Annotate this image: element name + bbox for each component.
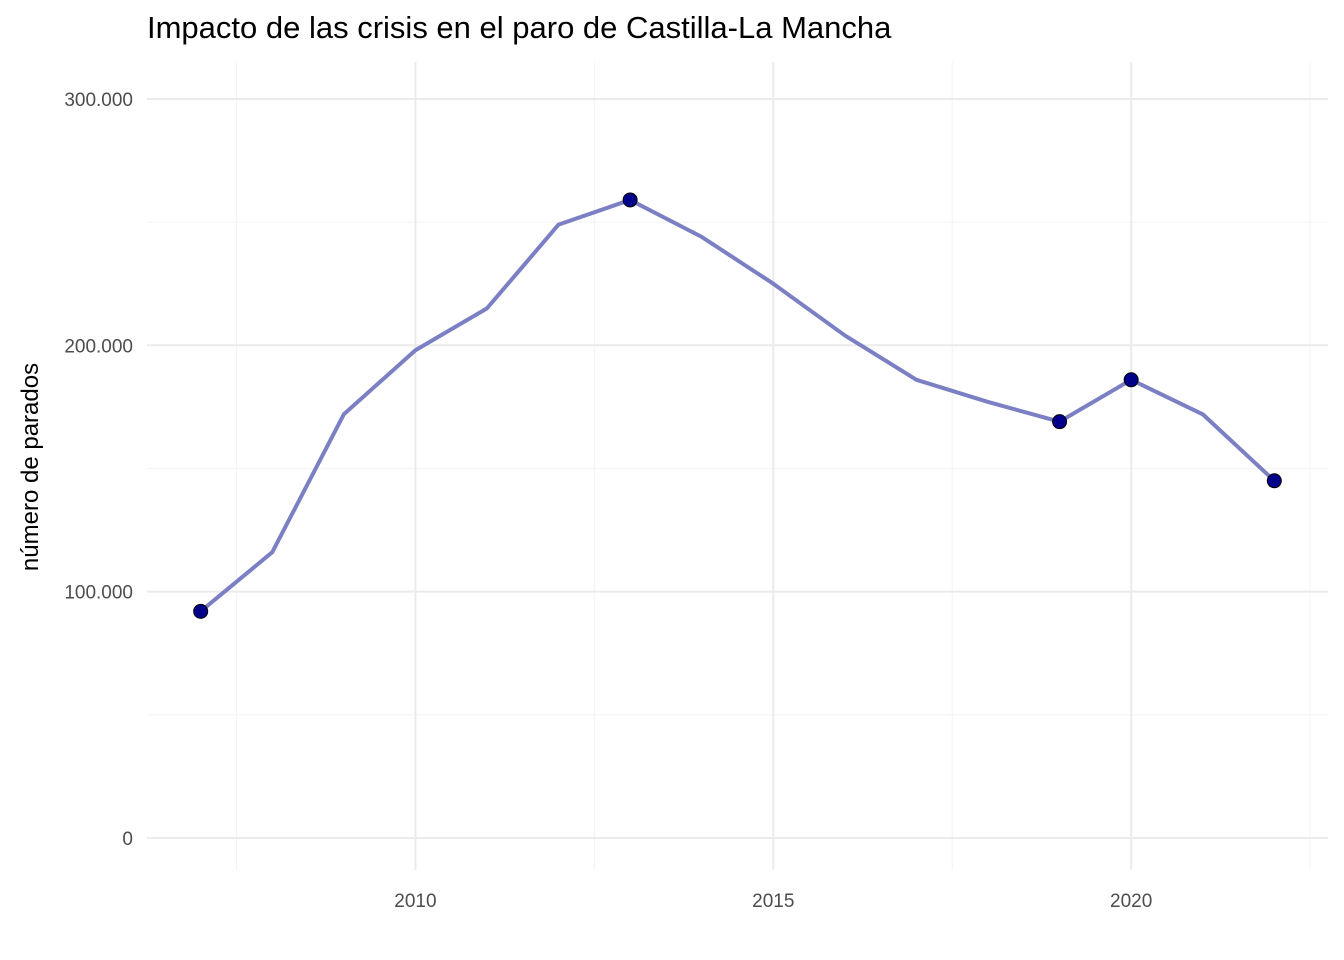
series-line-group [199, 197, 1276, 613]
series-line [199, 197, 1276, 613]
data-point [1123, 372, 1139, 388]
data-point [1052, 414, 1068, 430]
data-point [193, 603, 209, 619]
chart-title: Impacto de las crisis en el paro de Cast… [147, 10, 892, 45]
x-tick-label: 2010 [394, 891, 436, 912]
major-gridlines [147, 62, 1328, 870]
y-tick-label: 0 [122, 829, 133, 850]
y-tick-label: 100.000 [64, 583, 133, 604]
y-axis-tick-labels: 0 100.000 200.000 300.000 [64, 90, 133, 850]
y-tick-label: 300.000 [64, 90, 133, 111]
minor-gridlines [147, 62, 1328, 870]
x-tick-label: 2015 [752, 891, 794, 912]
data-point [1266, 473, 1282, 489]
x-axis-tick-labels: 2010 2015 2020 [394, 891, 1152, 912]
y-axis-title: número de parados [17, 363, 44, 571]
x-tick-label: 2020 [1110, 891, 1152, 912]
y-tick-label: 200.000 [64, 336, 133, 357]
data-point [622, 192, 638, 208]
highlighted-points [193, 192, 1282, 619]
